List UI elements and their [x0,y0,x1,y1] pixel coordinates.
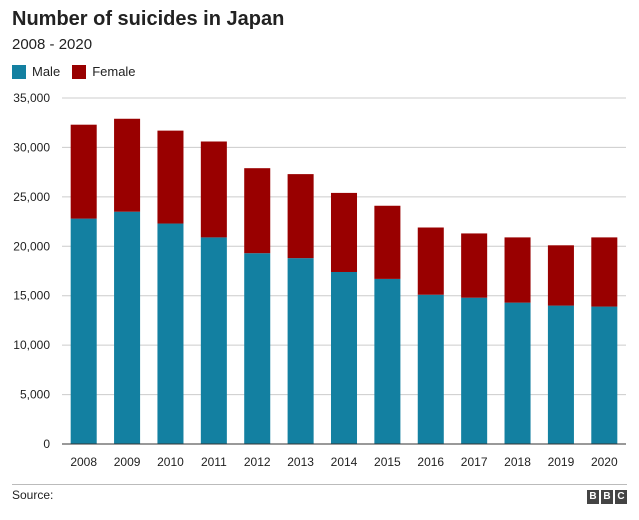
bar-male-2016 [417,294,444,444]
bbc-logo-block: B [587,490,599,504]
legend-swatch-female [72,64,87,79]
legend: Male Female [12,64,148,79]
x-tick-label: 2008 [70,455,97,469]
bbc-logo: B B C [585,490,627,504]
bar-female-2019 [547,245,574,306]
bar-female-2017 [461,233,488,298]
x-tick-label: 2019 [548,455,575,469]
source-label: Source: [12,488,54,502]
x-tick-label: 2009 [114,455,141,469]
y-tick-label: 30,000 [13,140,50,154]
legend-label-female: Female [92,64,136,79]
x-tick-label: 2010 [157,455,184,469]
bar-female-2018 [504,237,531,303]
bar-female-2009 [114,118,141,212]
x-tick-label: 2011 [201,455,227,469]
chart-title: Number of suicides in Japan [12,8,285,30]
bar-male-2018 [504,302,531,444]
y-tick-label: 25,000 [13,190,50,204]
x-tick-label: 2012 [244,455,271,469]
bar-male-2013 [287,258,314,444]
bar-male-2009 [114,211,141,444]
bar-male-2011 [200,237,227,444]
bar-female-2010 [157,130,184,224]
legend-item-male: Male [12,64,60,79]
stacked-bar-chart: 0 5,000 10,000 15,000 20,000 25,000 30,000 35,0… [13,91,626,469]
footer-divider [12,484,627,485]
bar-male-2017 [461,297,488,444]
bar-male-2014 [330,271,358,444]
y-tick-label: 20,000 [13,239,50,253]
legend-swatch-male [12,64,26,79]
bar-female-2013 [287,174,314,259]
bar-male-2019 [547,305,574,444]
y-tick-label: 15,000 [13,289,50,303]
y-tick-label: 5,000 [20,388,50,402]
x-tick-label: 2015 [374,455,401,469]
x-tick-label: 2014 [331,455,358,469]
x-tick-label: 2017 [461,455,488,469]
bar-male-2012 [244,253,271,444]
bar-female-2012 [244,168,271,254]
bbc-logo-block: B [601,490,613,504]
x-tick-label: 2016 [417,455,444,469]
bar-male-2015 [374,278,401,444]
chart-subtitle: 2008 - 2020 [12,36,93,53]
bar-female-2008 [70,124,97,219]
bar-male-2020 [591,306,618,444]
x-tick-label: 2018 [504,455,531,469]
bar-female-2020 [591,237,618,307]
bar-female-2011 [200,141,227,238]
y-tick-label: 0 [43,437,50,451]
x-tick-label: 2013 [287,455,314,469]
bar-female-2015 [374,205,401,279]
y-tick-label: 35,000 [13,91,50,105]
bar-female-2016 [417,227,444,295]
bbc-logo-block: C [615,490,627,504]
legend-label-male: Male [32,64,61,79]
bar-male-2008 [70,218,97,444]
legend-item-female: Female [72,64,136,79]
x-tick-label: 2020 [591,455,618,469]
y-tick-label: 10,000 [13,338,50,352]
bar-male-2010 [157,223,184,444]
bar-female-2014 [330,192,358,272]
